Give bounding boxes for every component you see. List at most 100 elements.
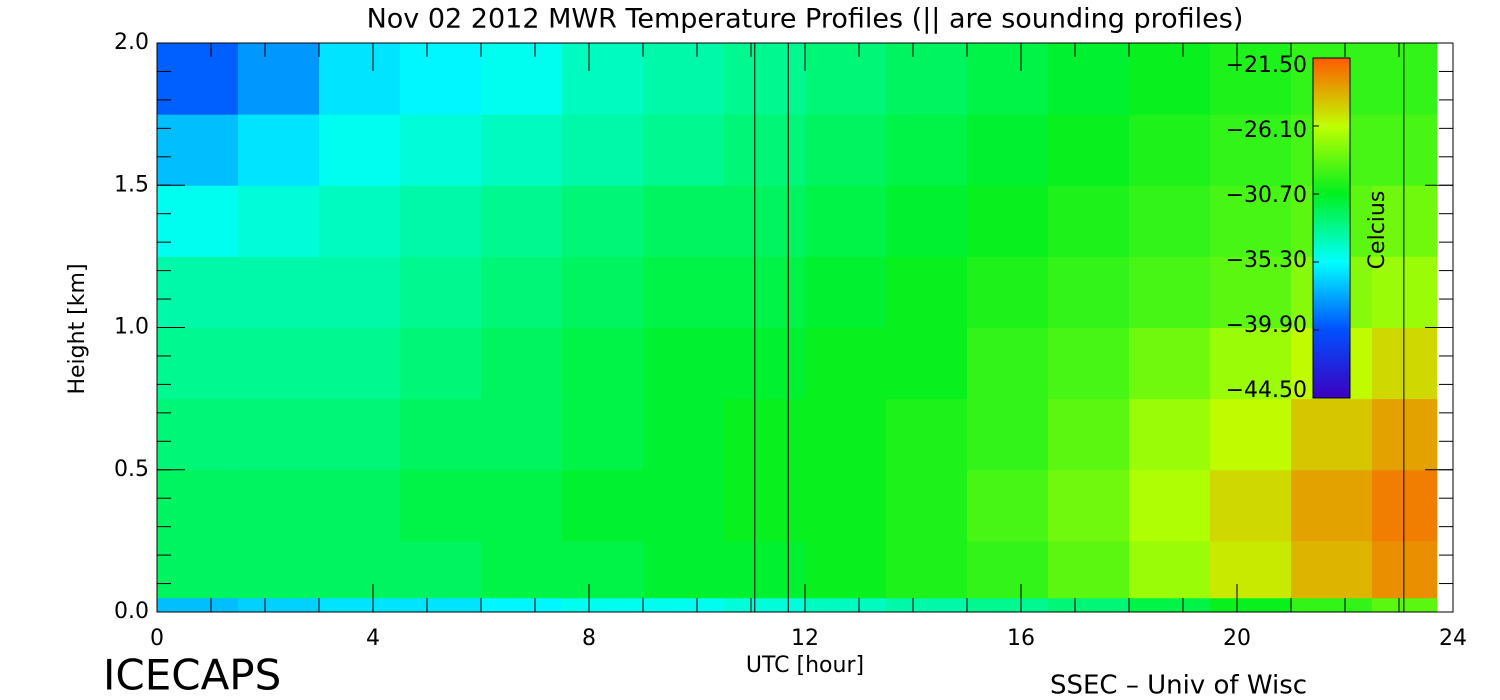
- heat-cell: [1129, 43, 1211, 115]
- heat-cell: [805, 256, 887, 328]
- heat-cell: [643, 43, 725, 115]
- heat-cell: [157, 597, 239, 613]
- heat-cell: [886, 43, 968, 115]
- heat-cell: [1210, 185, 1292, 257]
- heat-cell: [886, 597, 968, 613]
- heat-cell: [319, 469, 401, 542]
- heat-cell: [562, 540, 644, 599]
- heat-cell: [886, 185, 968, 257]
- heat-cell: [481, 597, 563, 613]
- heat-cell: [886, 327, 968, 400]
- heat-cell: [319, 256, 401, 328]
- heat-cell: [157, 398, 239, 471]
- heat-cell: [1129, 256, 1211, 328]
- heat-cell: [400, 540, 482, 599]
- heat-cell: [886, 540, 968, 599]
- heat-cell: [400, 597, 482, 613]
- heat-cell: [967, 327, 1049, 400]
- heat-cell: [157, 256, 239, 328]
- heat-cell: [1291, 540, 1373, 599]
- heat-cell: [238, 43, 320, 115]
- heat-cell: [967, 114, 1049, 186]
- x-tick-label: 20: [1223, 626, 1251, 651]
- heat-cell: [562, 597, 644, 613]
- heat-cell: [724, 540, 806, 599]
- heat-cell: [481, 185, 563, 257]
- heat-cell: [724, 597, 806, 613]
- heat-cell: [481, 327, 563, 400]
- heat-cell: [805, 398, 887, 471]
- heat-cell: [967, 597, 1049, 613]
- heat-cell: [805, 327, 887, 400]
- heat-cell: [805, 469, 887, 542]
- colorbar-tick-label: −35.30: [1226, 248, 1307, 273]
- heat-cell: [562, 256, 644, 328]
- heat-cell: [724, 398, 806, 471]
- heat-cell: [967, 540, 1049, 599]
- heat-cell: [967, 398, 1049, 471]
- heat-cell: [1210, 469, 1292, 542]
- heat-cell: [1372, 469, 1438, 542]
- heat-cell: [481, 114, 563, 186]
- heat-cell: [1048, 327, 1130, 400]
- heat-cell: [643, 114, 725, 186]
- heat-cell: [400, 327, 482, 400]
- y-tick-label: 1.0: [114, 315, 149, 340]
- heat-cell: [805, 114, 887, 186]
- heat-cell: [643, 469, 725, 542]
- heat-cell: [1129, 114, 1211, 186]
- heat-cell: [1372, 114, 1438, 186]
- heat-cell: [1210, 114, 1292, 186]
- heat-cell: [643, 597, 725, 613]
- heat-cell: [481, 398, 563, 471]
- heat-cell: [1048, 469, 1130, 542]
- heat-cell: [238, 540, 320, 599]
- colorbar-tick-label: −30.70: [1226, 183, 1307, 208]
- heat-cell: [1372, 597, 1438, 613]
- heat-cell: [1129, 597, 1211, 613]
- heat-cell: [1210, 398, 1292, 471]
- y-tick-label: 0.0: [114, 599, 149, 624]
- heat-cell: [157, 469, 239, 542]
- heat-cell: [1291, 469, 1373, 542]
- x-tick-label: 24: [1439, 626, 1467, 651]
- heat-cell: [1048, 185, 1130, 257]
- heat-cell: [319, 398, 401, 471]
- heat-cell: [724, 256, 806, 328]
- heat-cell: [157, 114, 239, 186]
- heat-cell: [1372, 327, 1438, 400]
- heat-cell: [400, 114, 482, 186]
- heat-cell: [157, 327, 239, 400]
- heat-cell: [238, 597, 320, 613]
- heat-cell: [562, 398, 644, 471]
- heat-cell: [1129, 469, 1211, 542]
- heat-cell: [1291, 597, 1373, 613]
- heat-cell: [1210, 540, 1292, 599]
- heat-cell: [967, 185, 1049, 257]
- heat-cell: [1048, 43, 1130, 115]
- heat-cell: [1048, 114, 1130, 186]
- y-tick-label: 1.5: [114, 172, 149, 197]
- heat-cell: [562, 185, 644, 257]
- heat-cell: [400, 256, 482, 328]
- heat-cell: [400, 185, 482, 257]
- heat-cell: [238, 256, 320, 328]
- heat-cell: [967, 256, 1049, 328]
- colorbar-tick-label: −21.50: [1226, 53, 1307, 78]
- heat-cell: [1372, 256, 1438, 328]
- footer-left: ICECAPS: [103, 651, 281, 700]
- heat-cell: [886, 114, 968, 186]
- heat-cell: [1048, 540, 1130, 599]
- heat-cell: [643, 540, 725, 599]
- heat-cell: [1129, 398, 1211, 471]
- heat-cell: [1210, 43, 1292, 115]
- heat-cell: [724, 327, 806, 400]
- y-tick-label: 0.5: [114, 457, 149, 482]
- heat-cell: [1129, 327, 1211, 400]
- heat-cell: [1048, 398, 1130, 471]
- x-axis-label: UTC [hour]: [746, 653, 864, 678]
- heat-cell: [562, 327, 644, 400]
- heat-cell: [967, 43, 1049, 115]
- colorbar: [1312, 57, 1351, 399]
